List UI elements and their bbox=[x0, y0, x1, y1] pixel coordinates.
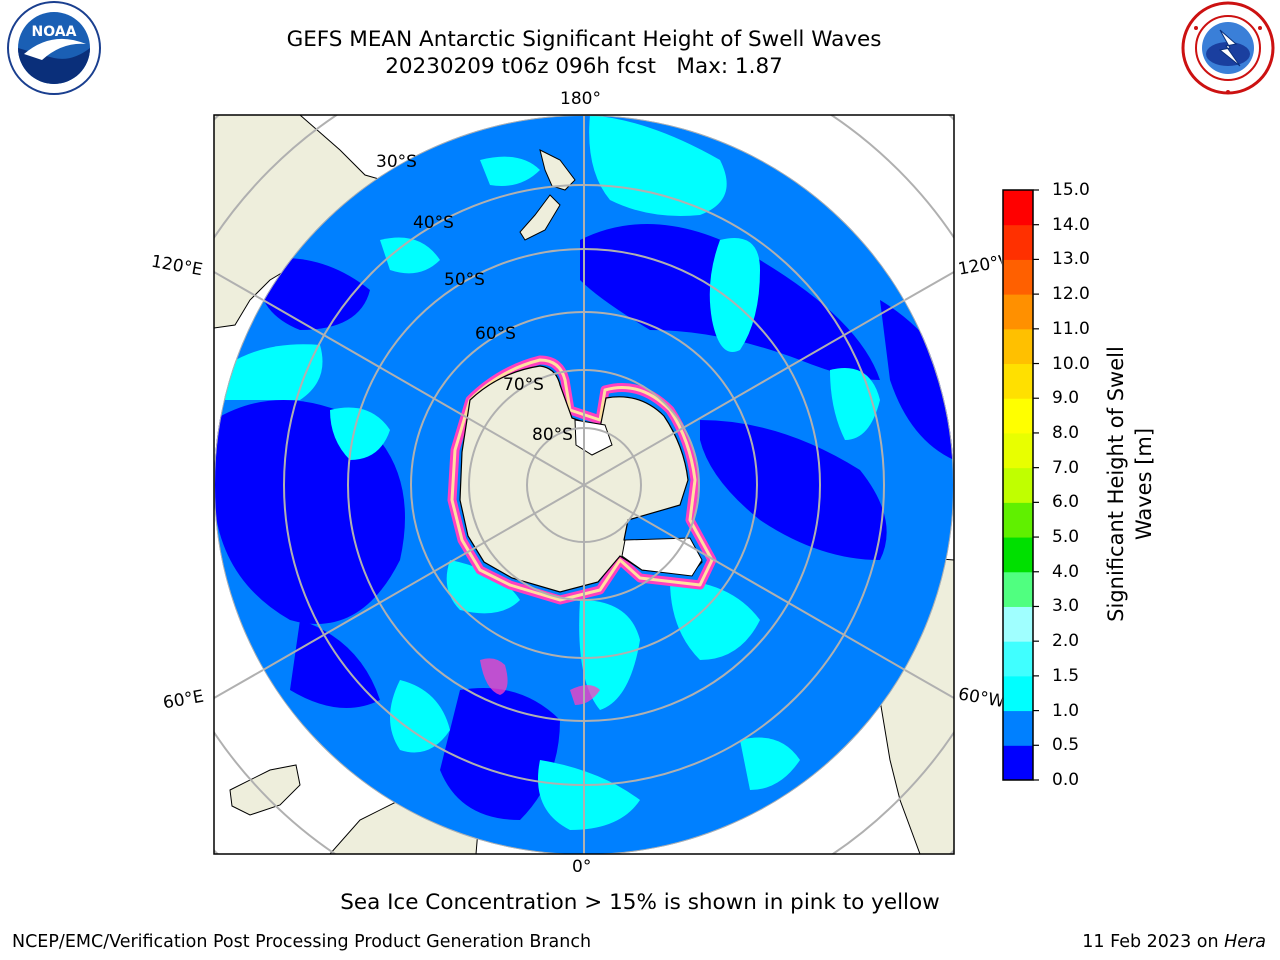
colorbar-tick-label: 14.0 bbox=[1052, 214, 1090, 235]
nws-logo bbox=[1181, 1, 1275, 95]
colorbar-segment bbox=[1003, 363, 1033, 399]
latitude-label-70s: 70°S bbox=[503, 375, 544, 395]
colorbar-tick-label: 2.0 bbox=[1052, 631, 1080, 652]
colorbar-tick-label: 1.5 bbox=[1052, 665, 1080, 686]
colorbar-tick-label: 8.0 bbox=[1052, 422, 1080, 443]
latitude-label-80s: 80°S bbox=[532, 425, 573, 445]
colorbar-segment bbox=[1003, 537, 1033, 573]
colorbar-segment bbox=[1003, 745, 1033, 781]
colorbar-segment bbox=[1003, 641, 1033, 677]
colorbar-segment bbox=[1003, 467, 1033, 503]
colorbar-tick-label: 0.0 bbox=[1052, 770, 1080, 790]
noaa-logo: NOAA bbox=[7, 1, 101, 95]
latitude-label-50s: 50°S bbox=[444, 270, 485, 290]
colorbar-segment bbox=[1003, 675, 1033, 712]
colorbar-tick-label: 0.5 bbox=[1052, 735, 1080, 756]
colorbar-tick-label: 11.0 bbox=[1052, 318, 1090, 339]
colorbar-segment bbox=[1003, 259, 1033, 295]
colorbar-tick-label: 5.0 bbox=[1052, 527, 1080, 548]
weddell-sea-ice bbox=[621, 537, 703, 577]
colorbar-segment bbox=[1003, 224, 1033, 260]
footer-credit: NCEP/EMC/Verification Post Processing Pr… bbox=[12, 932, 592, 952]
map-subtitle: 20230209 t06z 096h fcst Max: 1.87 bbox=[385, 54, 783, 79]
colorbar-tick-label: 9.0 bbox=[1052, 388, 1080, 409]
colorbar bbox=[1002, 189, 1039, 781]
colorbar-segment bbox=[1003, 502, 1033, 538]
latitude-label-40s: 40°S bbox=[413, 213, 454, 233]
colorbar-segment bbox=[1003, 294, 1033, 330]
svg-text:NOAA: NOAA bbox=[32, 24, 77, 40]
longitude-label-top: 180° bbox=[560, 89, 601, 109]
latitude-label-60s: 60°S bbox=[475, 324, 516, 344]
new-zealand-landmass bbox=[519, 149, 576, 241]
sea-ice-caption: Sea Ice Concentration > 15% is shown in … bbox=[340, 890, 940, 915]
colorbar-segment bbox=[1003, 328, 1033, 365]
colorbar-tick-label: 13.0 bbox=[1052, 249, 1090, 270]
colorbar-tick-label: 10.0 bbox=[1052, 353, 1090, 374]
colorbar-segment bbox=[1003, 606, 1033, 642]
map-title: GEFS MEAN Antarctic Significant Height o… bbox=[286, 27, 882, 52]
longitude-label-bottom: 0° bbox=[572, 857, 592, 877]
colorbar-tick-label: 6.0 bbox=[1052, 492, 1080, 513]
colorbar-tick-label: 3.0 bbox=[1052, 596, 1080, 617]
colorbar-segment bbox=[1003, 571, 1033, 607]
latitude-label-30s: 30°S bbox=[376, 152, 417, 172]
colorbar-tick-label: 15.0 bbox=[1052, 180, 1090, 200]
colorbar-segment bbox=[1003, 398, 1033, 434]
colorbar-tick-label: 1.0 bbox=[1052, 700, 1080, 721]
colorbar-segment bbox=[1003, 710, 1033, 746]
colorbar-tick-label: 12.0 bbox=[1052, 284, 1090, 305]
colorbar-segment bbox=[1003, 432, 1033, 469]
footer-host: Hera bbox=[1224, 932, 1266, 952]
map-frame bbox=[213, 114, 955, 855]
colorbar-title: Significant Height of Swell Waves [m] bbox=[1104, 346, 1156, 622]
colorbar-tick-label: 4.0 bbox=[1052, 561, 1080, 582]
colorbar-tick-label: 7.0 bbox=[1052, 457, 1080, 478]
footer-date: 11 Feb 2023 on Hera bbox=[1082, 932, 1266, 952]
colorbar-segment bbox=[1003, 190, 1033, 226]
madagascar-landmass bbox=[229, 764, 301, 816]
